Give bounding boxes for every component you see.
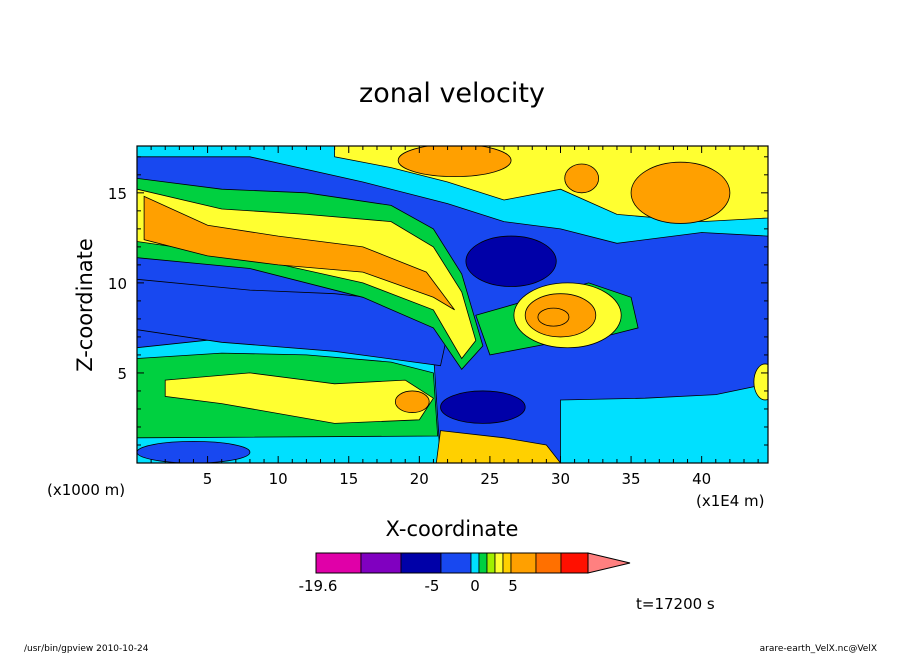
colorbar-label: 5 bbox=[508, 577, 518, 595]
colorbar-label: -5 bbox=[425, 577, 440, 595]
x-unit-label: (x1000 m) bbox=[47, 481, 125, 499]
footer-right: arare-earth_VelX.nc@VelX bbox=[760, 644, 877, 654]
plot-frame bbox=[136, 145, 769, 464]
lower-orange-core bbox=[394, 390, 430, 413]
colorbar-segment bbox=[494, 552, 504, 574]
colorbar-segment bbox=[502, 552, 512, 574]
colorbar-labels: -19.6 -5 0 5 bbox=[299, 577, 518, 595]
x-tick-label: 35 bbox=[622, 470, 641, 488]
y-tick-label: 10 bbox=[108, 275, 127, 293]
colorbar-label: 0 bbox=[470, 577, 480, 595]
west-blue-core bbox=[137, 278, 449, 367]
colorbar: -19.6 -5 0 5 bbox=[299, 552, 631, 595]
upper-dark-blue-core bbox=[465, 235, 557, 287]
colorbar-frame bbox=[315, 552, 589, 574]
footer-left: /usr/bin/gpview 2010-10-24 bbox=[24, 644, 149, 654]
colorbar-segment bbox=[478, 552, 488, 574]
x-unit-label-right: (x1E4 m) bbox=[696, 492, 765, 510]
x-tick-label: 25 bbox=[480, 470, 499, 488]
x-axis: 5 10 15 20 25 30 35 40 bbox=[150, 146, 759, 488]
x-tick-label: 5 bbox=[203, 470, 213, 488]
east-deep-core bbox=[537, 307, 570, 327]
plot-area: 5 10 15 20 25 30 35 40 5 10 15 bbox=[108, 145, 769, 488]
colorbar-segment bbox=[440, 552, 472, 574]
colorbar-segment bbox=[470, 552, 480, 574]
chart-title: zonal velocity bbox=[359, 78, 545, 109]
y-tick-label: 15 bbox=[108, 185, 127, 203]
colorbar-arrow bbox=[587, 552, 631, 574]
colorbar-segment bbox=[486, 552, 496, 574]
colorbar-segment bbox=[510, 552, 537, 574]
center-bottom-strip bbox=[435, 430, 562, 463]
colorbar-segment bbox=[400, 552, 442, 574]
colorbar-segment bbox=[315, 552, 362, 574]
east-lower-cyan bbox=[560, 383, 768, 463]
time-label: t=17200 s bbox=[636, 595, 715, 613]
lower-dark-blue-core bbox=[440, 390, 526, 424]
colorbar-segment bbox=[560, 552, 589, 574]
y-axis-title: Z-coordinate bbox=[73, 238, 97, 372]
east-edge-yellow bbox=[753, 363, 768, 401]
upper-orange-jet bbox=[143, 195, 455, 311]
x-tick-label: 20 bbox=[410, 470, 429, 488]
colorbar-label: -19.6 bbox=[299, 577, 338, 595]
colorbar-segment bbox=[535, 552, 562, 574]
x-tick-label: 40 bbox=[692, 470, 711, 488]
field-shapes bbox=[137, 146, 768, 463]
colorbar-segment bbox=[360, 552, 402, 574]
contour-fill bbox=[137, 146, 768, 463]
x-axis-title: X-coordinate bbox=[386, 517, 519, 541]
top-orange-core-east bbox=[630, 161, 731, 224]
lower-yellow-band bbox=[164, 372, 434, 424]
x-tick-label: 10 bbox=[269, 470, 288, 488]
x-tick-label: 30 bbox=[551, 470, 570, 488]
colorbar-segments bbox=[315, 552, 589, 574]
x-tick-label: 15 bbox=[339, 470, 358, 488]
top-orange-core-west bbox=[397, 146, 512, 178]
top-orange-core-mid bbox=[564, 163, 600, 194]
y-axis: 5 10 15 bbox=[108, 156, 768, 446]
y-tick-label: 5 bbox=[117, 365, 127, 383]
